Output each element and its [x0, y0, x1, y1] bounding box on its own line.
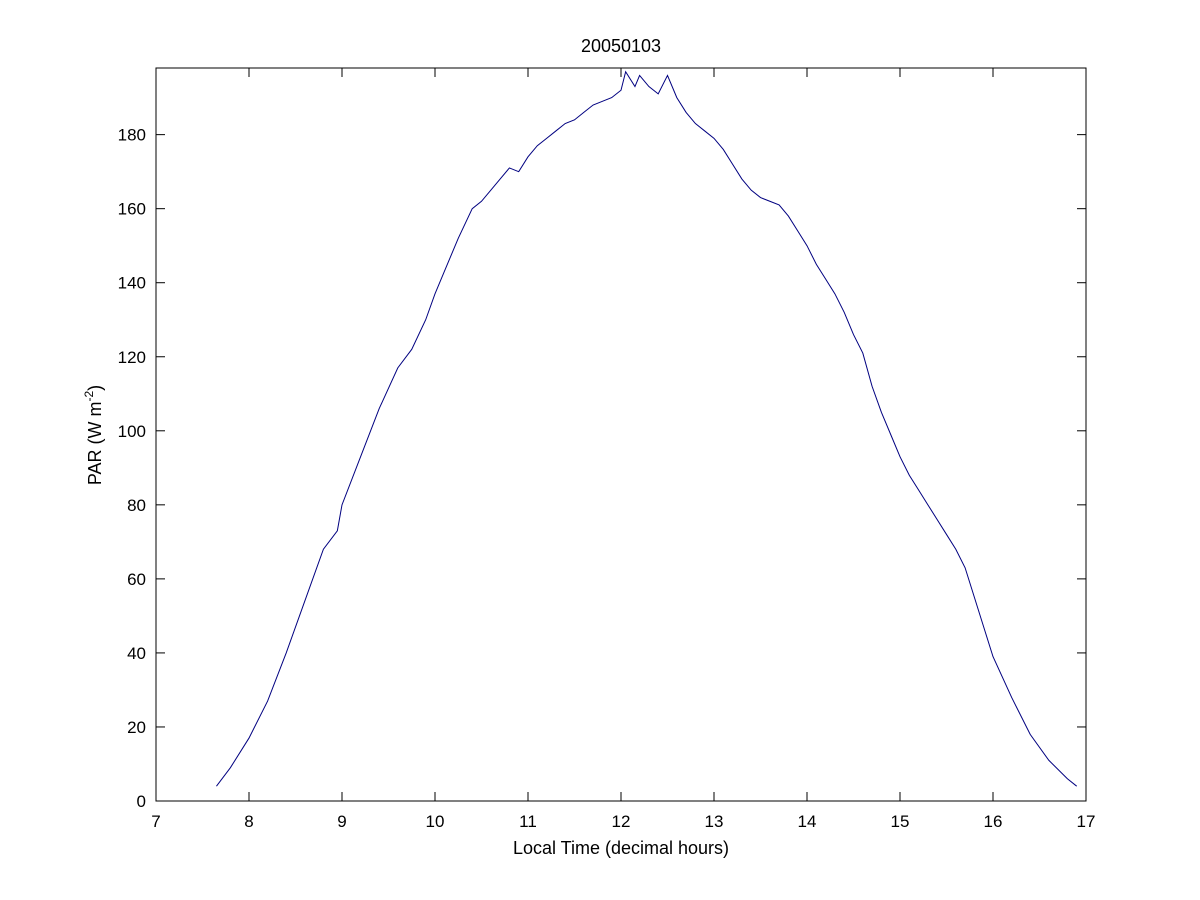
- y-axis-label-close: ): [85, 385, 105, 391]
- y-tick-label: 160: [118, 200, 146, 219]
- x-tick-label: 14: [798, 812, 817, 831]
- plot-frame: [155, 67, 1087, 802]
- x-tick-label: 7: [151, 812, 160, 831]
- y-tick-label: 60: [127, 570, 146, 589]
- chart-title: 20050103: [581, 36, 661, 56]
- x-tick-label: 17: [1077, 812, 1096, 831]
- x-tick-label: 12: [612, 812, 631, 831]
- y-tick-label: 20: [127, 718, 146, 737]
- plot-area: [156, 68, 1086, 801]
- x-tick-label: 9: [337, 812, 346, 831]
- x-axis-label: Local Time (decimal hours): [513, 838, 729, 858]
- y-axis-label-main: PAR (W m: [85, 402, 105, 486]
- x-tick-label: 8: [244, 812, 253, 831]
- y-tick-label: 180: [118, 126, 146, 145]
- y-tick-label: 0: [137, 792, 146, 811]
- y-axis-label: PAR (W m-2): [82, 385, 105, 485]
- y-tick-label: 80: [127, 496, 146, 515]
- y-tick-label: 120: [118, 348, 146, 367]
- y-tick-label: 100: [118, 422, 146, 441]
- y-tick-label: 40: [127, 644, 146, 663]
- y-axis-label-superscript: -2: [82, 391, 96, 402]
- y-tick-label: 140: [118, 274, 146, 293]
- x-tick-label: 13: [705, 812, 724, 831]
- x-tick-label: 11: [519, 812, 537, 831]
- x-tick-label: 15: [891, 812, 910, 831]
- series-line-par: [216, 70, 1078, 787]
- x-tick-label: 16: [984, 812, 1003, 831]
- tick-labels-layer: 7 8 9 10 11 12 13 14 15 16 17 0 20 40 60 80 100 120 140 160…: [118, 126, 1096, 831]
- x-tick-label: 10: [426, 812, 445, 831]
